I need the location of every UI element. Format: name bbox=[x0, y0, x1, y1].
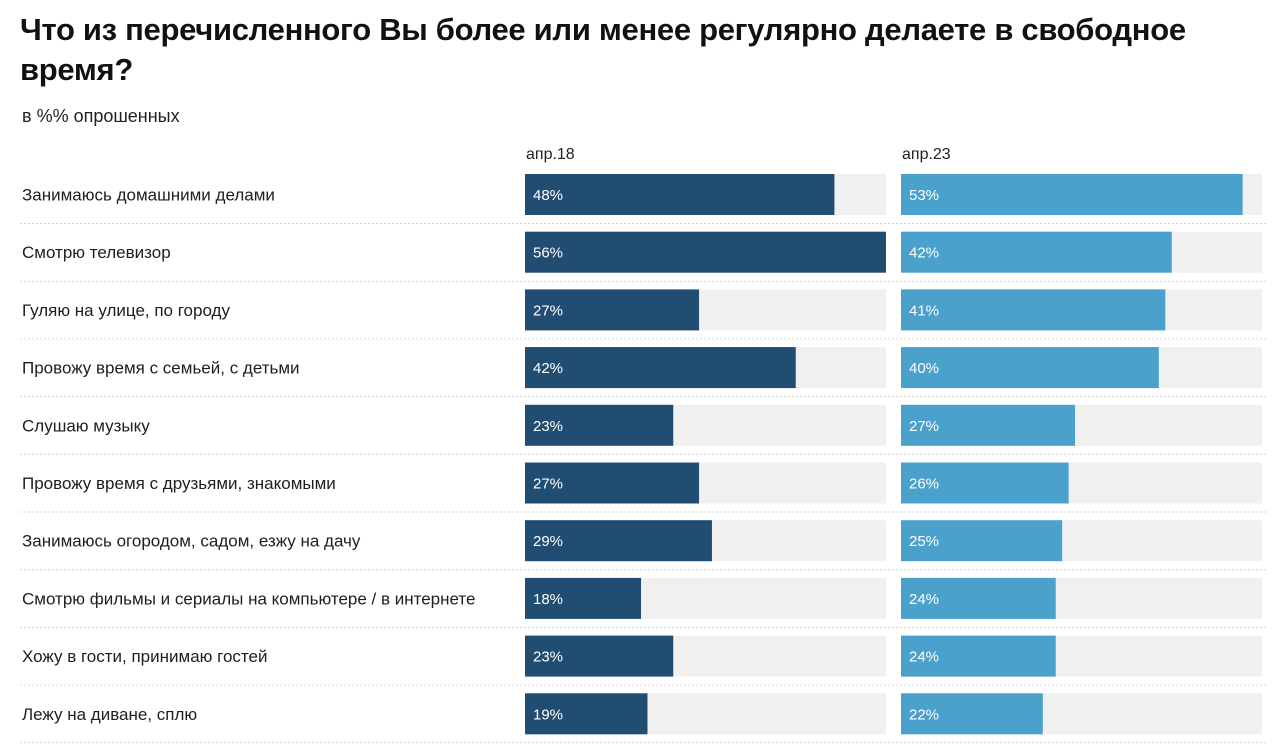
row-label: Занимаюсь домашними делами bbox=[22, 186, 275, 205]
bar-1 bbox=[525, 231, 886, 273]
data-label: 48% bbox=[533, 187, 563, 204]
row-label: Хожу в гости, принимаю гостей bbox=[22, 647, 267, 666]
data-label: 23% bbox=[533, 418, 563, 435]
bar-2 bbox=[901, 289, 1166, 331]
bar-2 bbox=[901, 520, 1063, 562]
row-label: Провожу время с семьей, с детьми bbox=[22, 359, 300, 378]
data-label: 41% bbox=[909, 302, 939, 319]
bar-1 bbox=[525, 174, 835, 215]
bar-2 bbox=[901, 462, 1069, 504]
bar-1 bbox=[525, 347, 796, 389]
bar-2 bbox=[901, 231, 1172, 273]
series-2-header: апр.23 bbox=[902, 146, 951, 163]
series-1-header: апр.18 bbox=[526, 146, 575, 163]
bar-2 bbox=[901, 404, 1076, 446]
bar-1 bbox=[525, 404, 674, 446]
bar-1 bbox=[525, 520, 712, 562]
bar-2 bbox=[901, 174, 1243, 215]
row-label: Лежу на диване, сплю bbox=[22, 705, 197, 724]
bar-1 bbox=[525, 289, 700, 331]
data-label: 29% bbox=[533, 533, 563, 550]
data-label: 42% bbox=[533, 360, 563, 377]
data-label: 24% bbox=[909, 649, 939, 666]
row-label: Слушаю музыку bbox=[22, 416, 150, 435]
row-label: Смотрю фильмы и сериалы на компьютере / … bbox=[22, 589, 475, 608]
chart-title: Что из перечисленного Вы более или менее… bbox=[20, 12, 1186, 87]
bar-1 bbox=[525, 577, 642, 619]
bar-2 bbox=[901, 577, 1056, 619]
data-label: 25% bbox=[909, 533, 939, 550]
bar-2 bbox=[901, 347, 1159, 389]
data-label: 27% bbox=[533, 302, 563, 319]
data-label: 56% bbox=[533, 245, 563, 262]
data-label: 22% bbox=[909, 706, 939, 723]
bar-2 bbox=[901, 693, 1043, 735]
row-label: Гуляю на улице, по городу bbox=[22, 301, 230, 320]
row-label: Занимаюсь огородом, садом, езжу на дачу bbox=[22, 532, 361, 551]
data-label: 53% bbox=[909, 187, 939, 204]
bar-1 bbox=[525, 693, 648, 735]
row-label: Провожу время с друзьями, знакомыми bbox=[22, 474, 336, 493]
bar-2 bbox=[901, 635, 1056, 677]
row-label: Смотрю телевизор bbox=[22, 243, 171, 262]
data-label: 24% bbox=[909, 591, 939, 608]
data-label: 42% bbox=[909, 245, 939, 262]
data-label: 18% bbox=[533, 591, 563, 608]
data-label: 40% bbox=[909, 360, 939, 377]
bar-1 bbox=[525, 635, 674, 677]
data-label: 19% bbox=[533, 706, 563, 723]
data-label: 26% bbox=[909, 476, 939, 493]
data-label: 27% bbox=[909, 418, 939, 435]
chart-subtitle: в %% опрошенных bbox=[22, 106, 180, 126]
bar-1 bbox=[525, 462, 700, 504]
data-label: 23% bbox=[533, 649, 563, 666]
data-label: 27% bbox=[533, 476, 563, 493]
